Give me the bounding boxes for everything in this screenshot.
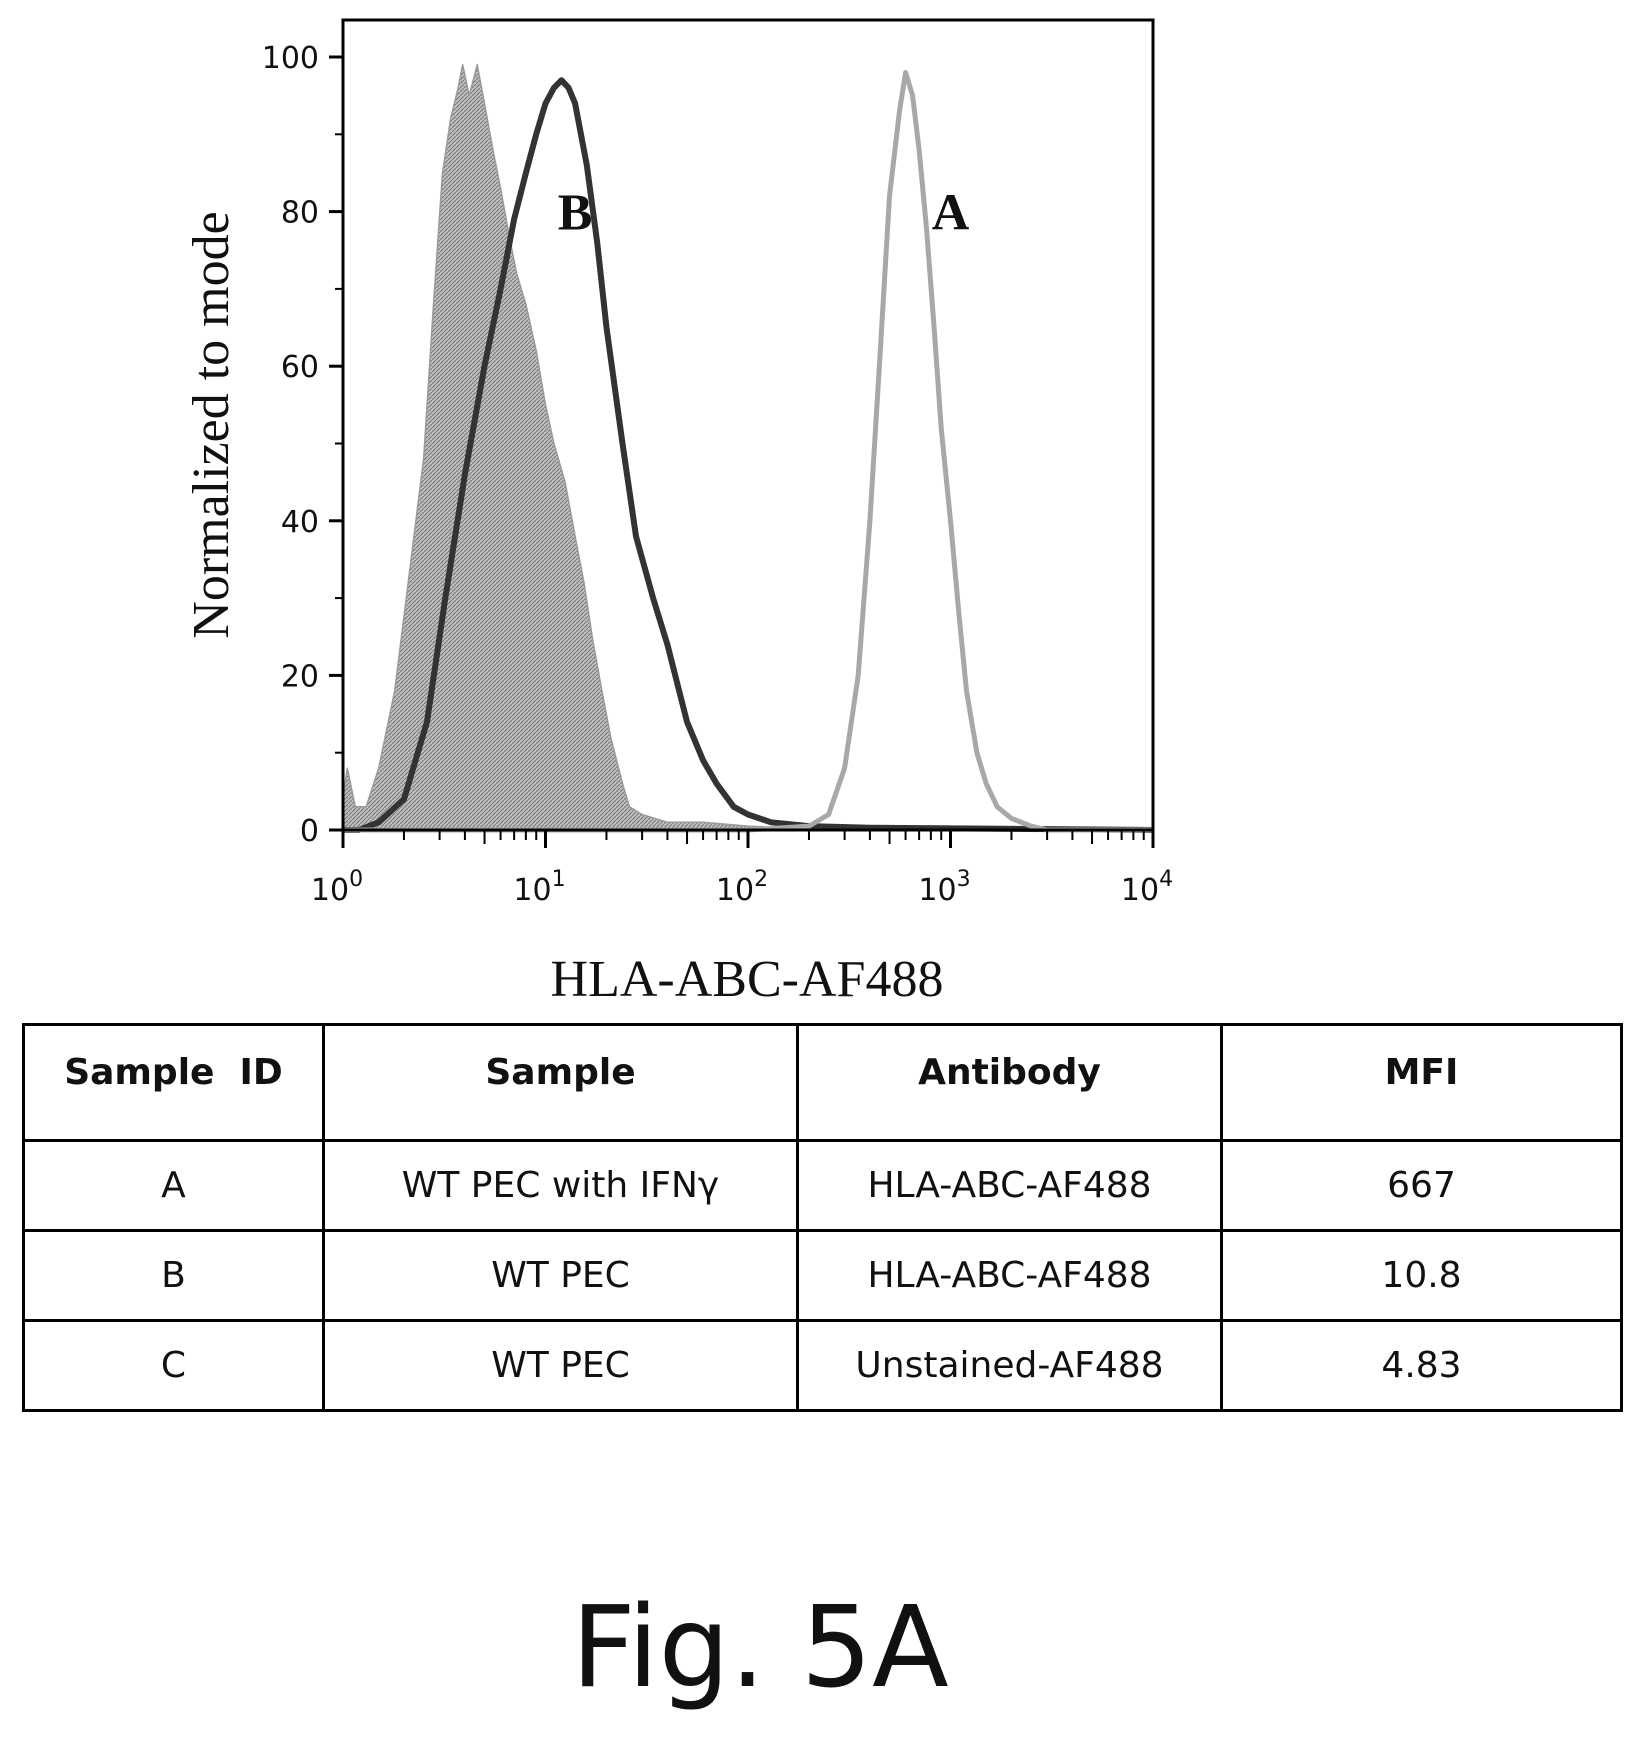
x-tick-label: 102 — [716, 867, 768, 908]
cell-sample: WT PEC — [322, 1229, 799, 1322]
table-header-row: Sample ID Sample Antibody MFI — [22, 1023, 1623, 1142]
table-row: B WT PEC HLA-ABC-AF488 10.8 — [22, 1229, 1623, 1322]
sample-table: Sample ID Sample Antibody MFI A WT PEC w… — [22, 1023, 1623, 1412]
header-antibody: Antibody — [796, 1023, 1223, 1142]
y-tick-label: 40 — [281, 505, 319, 540]
cell-sample: WT PEC with IFNγ — [322, 1139, 799, 1232]
y-tick-label: 20 — [281, 659, 319, 694]
y-tick-label: 60 — [281, 350, 319, 385]
cell-sample-id: C — [22, 1319, 325, 1412]
curve-label-b: B — [558, 185, 593, 242]
cell-antibody: Unstained-AF488 — [796, 1319, 1223, 1412]
x-tick-label: 100 — [311, 867, 363, 908]
curve-label-a: A — [932, 185, 970, 242]
x-tick-label: 104 — [1121, 867, 1173, 908]
series-a-curve — [343, 70, 1153, 833]
series-b-curve — [343, 77, 1154, 833]
y-tick-label: 100 — [262, 41, 319, 76]
cell-sample-id: B — [22, 1229, 325, 1322]
cell-sample: WT PEC — [322, 1319, 799, 1412]
cell-mfi: 4.83 — [1220, 1319, 1623, 1412]
series-unstained-curve — [342, 63, 846, 831]
cell-antibody: HLA-ABC-AF488 — [796, 1229, 1223, 1322]
table-row: A WT PEC with IFNγ HLA-ABC-AF488 667 — [22, 1139, 1623, 1232]
header-sample-id: Sample ID — [22, 1023, 325, 1142]
figure-caption: Fig. 5A — [571, 1583, 949, 1713]
cell-mfi: 10.8 — [1220, 1229, 1623, 1322]
cell-antibody: HLA-ABC-AF488 — [796, 1139, 1223, 1232]
x-tick-label: 101 — [513, 867, 565, 908]
x-tick-label: 103 — [918, 867, 970, 908]
header-mfi: MFI — [1220, 1023, 1623, 1142]
y-tick-label: 0 — [300, 814, 319, 849]
y-tick-label: 80 — [281, 196, 319, 231]
cell-sample-id: A — [22, 1139, 325, 1232]
table-row: C WT PEC Unstained-AF488 4.83 — [22, 1319, 1623, 1412]
cell-mfi: 667 — [1220, 1139, 1623, 1232]
header-sample: Sample — [322, 1023, 799, 1142]
x-axis-label: HLA-ABC-AF488 — [551, 951, 944, 1008]
y-axis-label: Normalized to mode — [183, 211, 240, 638]
